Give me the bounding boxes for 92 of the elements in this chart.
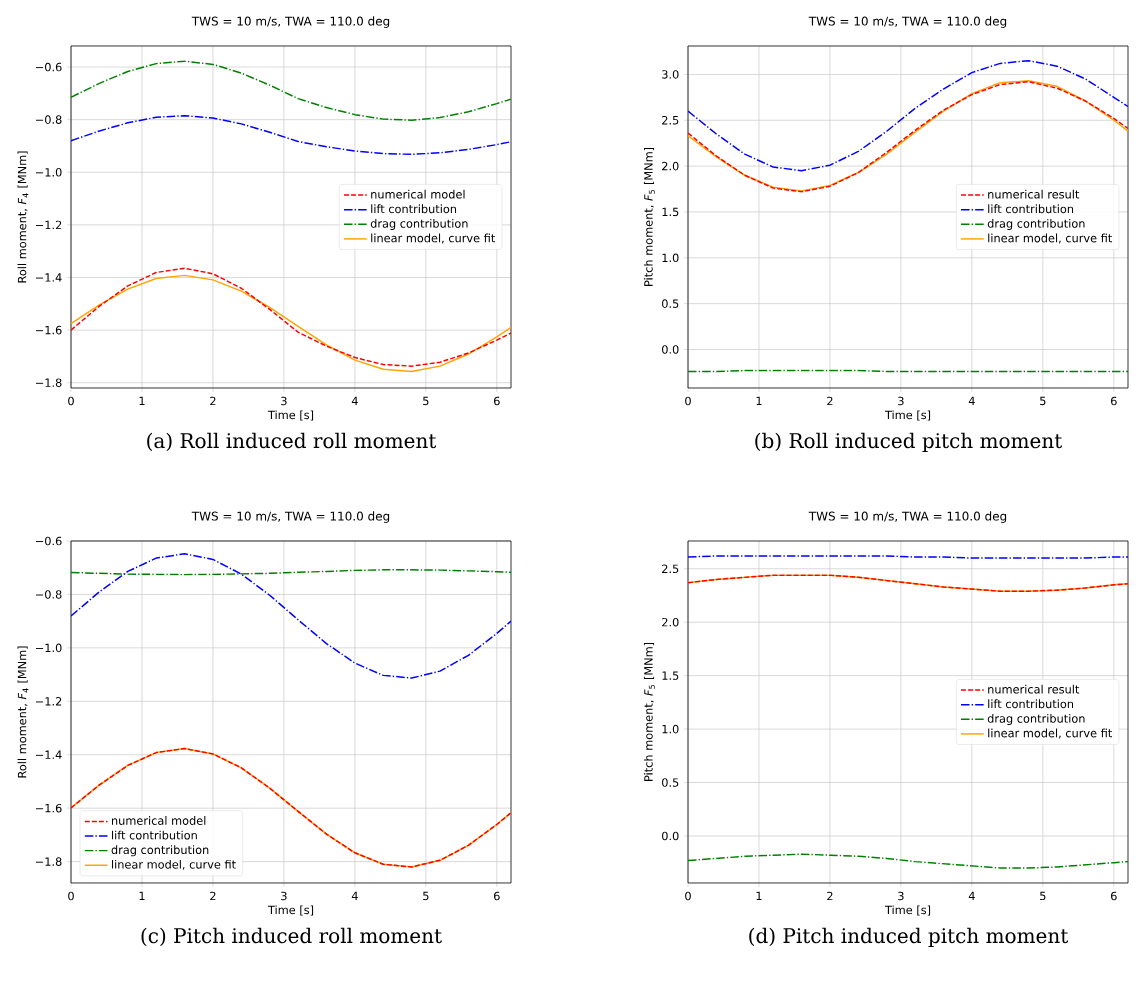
- x-tick-label: 6: [494, 891, 500, 901]
- chart-title: TWS = 10 m/s, TWA = 110.0 deg: [808, 511, 1007, 523]
- y-tick-label: 0.5: [662, 299, 679, 308]
- legend-label: drag contribution: [987, 713, 1085, 725]
- y-tick-label: 1.0: [662, 253, 679, 263]
- y-tick-label: −1.8: [35, 857, 62, 866]
- x-tick-label: 5: [1040, 396, 1046, 406]
- x-tick-label: 4: [351, 891, 358, 900]
- x-tick-label: 1: [139, 396, 145, 405]
- y-tick-label: −1.0: [35, 167, 62, 177]
- x-tick-label: 4: [351, 396, 358, 405]
- y-tick-label: 0.0: [662, 831, 679, 841]
- x-tick-label: 5: [423, 396, 429, 406]
- x-tick-label: 1: [756, 891, 762, 900]
- chart-title: TWS = 10 m/s, TWA = 110.0 deg: [808, 16, 1007, 28]
- y-tick-label: −1.2: [35, 697, 62, 706]
- legend-label: lift contribution: [112, 830, 197, 840]
- y-tick-label: 2.0: [662, 161, 679, 171]
- legend-label: numerical model: [371, 189, 465, 199]
- legend-label: drag contribution: [111, 845, 209, 857]
- y-tick-label: 1.5: [662, 207, 679, 217]
- line-series: [71, 553, 512, 679]
- y-tick-label: 0.5: [662, 778, 679, 787]
- x-tick-label: 0: [68, 891, 74, 901]
- x-tick-label: 5: [1040, 891, 1046, 901]
- y-tick-label: 2.5: [662, 115, 679, 125]
- x-tick-label: 4: [968, 891, 975, 900]
- x-tick-label: 0: [685, 891, 691, 901]
- legend-label: drag contribution: [987, 218, 1085, 230]
- y-tick-label: 2.5: [662, 564, 679, 574]
- legend-label: lift contribution: [988, 204, 1074, 214]
- x-axis-title: Time [s]: [884, 410, 931, 421]
- y-axis-title: Pitch moment, F$_{5}$ [MNm]: [643, 642, 655, 781]
- legend-label: lift contribution: [371, 204, 457, 214]
- x-tick-label: 3: [281, 396, 287, 406]
- y-tick-label: 0.0: [662, 345, 679, 354]
- x-tick-label: 6: [1111, 396, 1117, 406]
- x-axis-title: Time [s]: [267, 410, 314, 421]
- legend-label: lift contribution: [988, 699, 1074, 709]
- chart-title: TWS = 10 m/s, TWA = 110.0 deg: [191, 16, 390, 28]
- line-series: [71, 114, 512, 156]
- x-tick-label: 5: [423, 891, 429, 901]
- x-tick-label: 3: [898, 891, 904, 901]
- y-tick-label: −0.6: [35, 536, 62, 546]
- line-series: [71, 747, 512, 868]
- legend-label: numerical result: [988, 189, 1080, 199]
- legend-label: linear model, curve fit: [112, 859, 236, 870]
- text: (d) Pitch induced pitch moment: [749, 927, 1069, 948]
- legend-label: drag contribution: [370, 218, 468, 230]
- legend-label: linear model, curve fit: [371, 233, 496, 244]
- x-tick-label: 6: [494, 396, 500, 406]
- y-tick-label: −1.6: [35, 803, 62, 813]
- legend-label: linear model, curve fit: [988, 728, 1113, 739]
- y-tick-label: −1.4: [35, 273, 62, 282]
- x-tick-label: 4: [968, 396, 975, 405]
- y-tick-label: 1.0: [662, 724, 679, 734]
- y-tick-label: 3.0: [662, 70, 679, 79]
- text: (c) Pitch induced roll moment: [141, 927, 442, 947]
- x-tick-label: 2: [827, 396, 833, 406]
- y-tick-label: −0.8: [35, 590, 62, 599]
- x-axis-title: Time [s]: [267, 905, 314, 916]
- y-axis-title: Roll moment, F$_{4}$ [MNm]: [17, 646, 29, 778]
- x-tick-label: 0: [685, 396, 691, 406]
- text: (b) Roll induced pitch moment: [755, 432, 1063, 453]
- y-axis-title: Pitch moment, F$_{5}$ [MNm]: [643, 147, 655, 286]
- y-tick-label: −1.8: [35, 378, 62, 388]
- x-tick-label: 2: [827, 891, 833, 901]
- y-tick-label: 1.5: [662, 671, 679, 680]
- y-tick-label: −0.8: [35, 115, 62, 124]
- x-tick-label: 1: [139, 891, 145, 900]
- legend-label: numerical model: [111, 816, 206, 825]
- x-tick-label: 1: [756, 396, 762, 405]
- line-series: [688, 59, 1128, 172]
- x-tick-label: 2: [210, 891, 216, 901]
- text: (a) Roll induced roll moment: [147, 432, 437, 452]
- x-axis-title: Time [s]: [884, 905, 931, 916]
- x-tick-label: 6: [1111, 891, 1117, 901]
- y-tick-label: −1.4: [35, 750, 62, 759]
- x-tick-label: 3: [898, 396, 904, 406]
- y-tick-label: 2.0: [662, 617, 679, 627]
- x-tick-label: 0: [68, 396, 74, 406]
- legend-label: linear model, curve fit: [988, 233, 1113, 244]
- line-series: [71, 60, 512, 121]
- y-tick-label: −1.2: [35, 220, 62, 230]
- y-axis-title: Roll moment, F$_{4}$ [MNm]: [17, 151, 29, 283]
- y-tick-label: −0.6: [35, 62, 62, 72]
- y-tick-label: −1.0: [35, 643, 62, 653]
- y-tick-label: −1.6: [35, 325, 62, 335]
- chart-title: TWS = 10 m/s, TWA = 110.0 deg: [191, 511, 390, 523]
- legend-label: numerical result: [988, 684, 1080, 694]
- x-tick-label: 2: [210, 396, 216, 406]
- x-tick-label: 3: [281, 891, 287, 901]
